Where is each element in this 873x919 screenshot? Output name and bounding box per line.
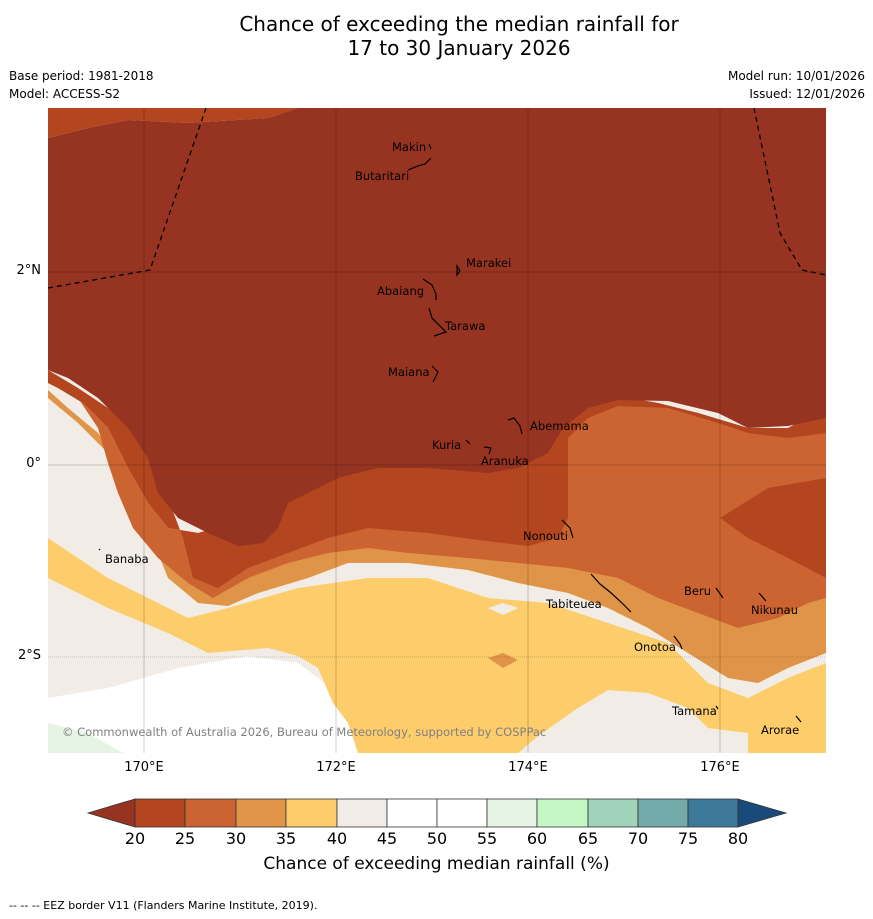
island-label-abemama: Abemama bbox=[530, 419, 589, 433]
island-nonouti bbox=[561, 519, 574, 539]
map-title: Chance of exceeding the median rainfall … bbox=[0, 12, 873, 60]
title-line-2: 17 to 30 January 2026 bbox=[347, 36, 571, 60]
colorbar-swatch-75-80 bbox=[687, 798, 739, 828]
colorbar-tick-35: 35 bbox=[276, 829, 296, 848]
colorbar-tick-75: 75 bbox=[678, 829, 698, 848]
graticule bbox=[48, 108, 826, 753]
rainfall-map: Makin Butaritari Marakei Abaiang Tarawa … bbox=[48, 108, 826, 753]
colorbar-tick-80: 80 bbox=[728, 829, 748, 848]
colorbar-title: Chance of exceeding median rainfall (%) bbox=[263, 854, 610, 874]
island-makin bbox=[428, 143, 432, 150]
island-marakei bbox=[456, 263, 461, 277]
colorbar-extend-high bbox=[737, 798, 788, 828]
island-label-nikunau: Nikunau bbox=[751, 603, 798, 617]
island-aranuka bbox=[483, 446, 492, 455]
island-label-tamana: Tamana bbox=[671, 704, 717, 718]
colorbar-tick-60: 60 bbox=[527, 829, 547, 848]
band-below-20 bbox=[48, 108, 826, 546]
colorbar-swatch-25-30 bbox=[184, 798, 237, 828]
meta-left: Base period: 1981-2018 Model: ACCESS-S2 bbox=[9, 67, 154, 103]
lon-label-174e: 174°E bbox=[508, 760, 548, 775]
island-abemama bbox=[507, 417, 523, 435]
band-40-45-patch bbox=[488, 603, 518, 615]
issued-label: Issued: 12/01/2026 bbox=[749, 87, 865, 101]
island-label-kuria: Kuria bbox=[432, 438, 461, 452]
lon-label-172e: 172°E bbox=[316, 760, 356, 775]
band-55-60 bbox=[48, 723, 123, 753]
colorbar-tick-65: 65 bbox=[578, 829, 598, 848]
model-label: Model: ACCESS-S2 bbox=[9, 87, 121, 101]
island-tamana bbox=[715, 705, 719, 710]
island-label-maiana: Maiana bbox=[388, 365, 430, 379]
colorbar-tick-40: 40 bbox=[327, 829, 347, 848]
island-label-butaritari: Butaritari bbox=[355, 169, 409, 183]
colorbar-swatch-20-25 bbox=[134, 798, 186, 828]
colorbar-swatch-35-40 bbox=[285, 798, 338, 828]
island-label-marakei: Marakei bbox=[466, 256, 511, 270]
band-45-55 bbox=[48, 656, 358, 753]
meta-right: Model run: 10/01/2026 Issued: 12/01/2026 bbox=[728, 67, 865, 103]
island-maiana bbox=[431, 365, 439, 383]
band-20-25-east bbox=[720, 478, 826, 578]
island-label-nonouti: Nonouti bbox=[523, 529, 568, 543]
colorbar-tick-70: 70 bbox=[628, 829, 648, 848]
lat-label-2s: 2°S bbox=[17, 648, 41, 663]
title-line-1: Chance of exceeding the median rainfall … bbox=[239, 12, 679, 36]
lat-label-0: 0° bbox=[26, 456, 41, 471]
eez-footnote: -- -- -- EEZ border V11 (Flanders Marine… bbox=[9, 899, 318, 912]
colorbar-tick-30: 30 bbox=[226, 829, 246, 848]
copyright-notice: © Commonwealth of Australia 2026, Bureau… bbox=[62, 725, 546, 739]
island-label-aranuka: Aranuka bbox=[481, 454, 529, 468]
colorbar-swatch-30-35 bbox=[235, 798, 287, 828]
base-period-label: Base period: 1981-2018 bbox=[9, 69, 154, 83]
colorbar-tick-25: 25 bbox=[175, 829, 195, 848]
colorbar-swatch-40-45 bbox=[336, 798, 388, 828]
island-label-banaba: Banaba bbox=[105, 552, 149, 566]
colorbar-swatch-65-70 bbox=[587, 798, 639, 828]
lat-label-2n: 2°N bbox=[16, 263, 42, 278]
island-kuria bbox=[465, 439, 471, 445]
island-beru bbox=[715, 587, 724, 599]
island-label-arorae: Arorae bbox=[761, 723, 799, 737]
colorbar-swatch-45-50 bbox=[386, 798, 438, 828]
model-run-label: Model run: 10/01/2026 bbox=[727, 69, 865, 83]
island-onotoa bbox=[673, 635, 683, 650]
band-20-25-top bbox=[48, 108, 298, 138]
island-label-onotoa: Onotoa bbox=[634, 640, 676, 654]
colorbar-tick-50: 50 bbox=[427, 829, 447, 848]
island-label-makin: Makin bbox=[392, 140, 426, 154]
island-outlines bbox=[98, 143, 802, 723]
colorbar-swatch-55-60 bbox=[486, 798, 538, 828]
island-abaiang bbox=[422, 278, 437, 300]
island-tabiteuea bbox=[590, 573, 632, 613]
island-arorae bbox=[795, 715, 802, 723]
colorbar: 20 25 30 35 40 45 50 55 60 65 70 75 80 bbox=[86, 798, 788, 848]
colorbar-swatch-70-75 bbox=[637, 798, 689, 828]
colorbar-extend-low bbox=[86, 798, 136, 828]
band-20-25-bottom-right-dip bbox=[488, 653, 518, 668]
colorbar-tick-45: 45 bbox=[377, 829, 397, 848]
island-tarawa bbox=[428, 307, 448, 337]
island-label-tarawa: Tarawa bbox=[444, 319, 485, 333]
lon-label-170e: 170°E bbox=[124, 760, 164, 775]
island-label-abaiang: Abaiang bbox=[377, 284, 424, 298]
colorbar-swatch-50-55 bbox=[436, 798, 488, 828]
colorbar-swatch-60-65 bbox=[536, 798, 589, 828]
lon-label-176e: 176°E bbox=[700, 760, 740, 775]
band-40-45-east bbox=[518, 690, 748, 753]
colorbar-tick-20: 20 bbox=[125, 829, 145, 848]
island-nikunau bbox=[758, 592, 767, 602]
colorbar-tick-55: 55 bbox=[477, 829, 497, 848]
island-label-beru: Beru bbox=[684, 584, 711, 598]
island-butaritari bbox=[407, 157, 432, 171]
island-banaba bbox=[98, 548, 101, 551]
island-label-tabiteuea: Tabiteuea bbox=[545, 597, 602, 611]
eez-border bbox=[48, 108, 826, 289]
